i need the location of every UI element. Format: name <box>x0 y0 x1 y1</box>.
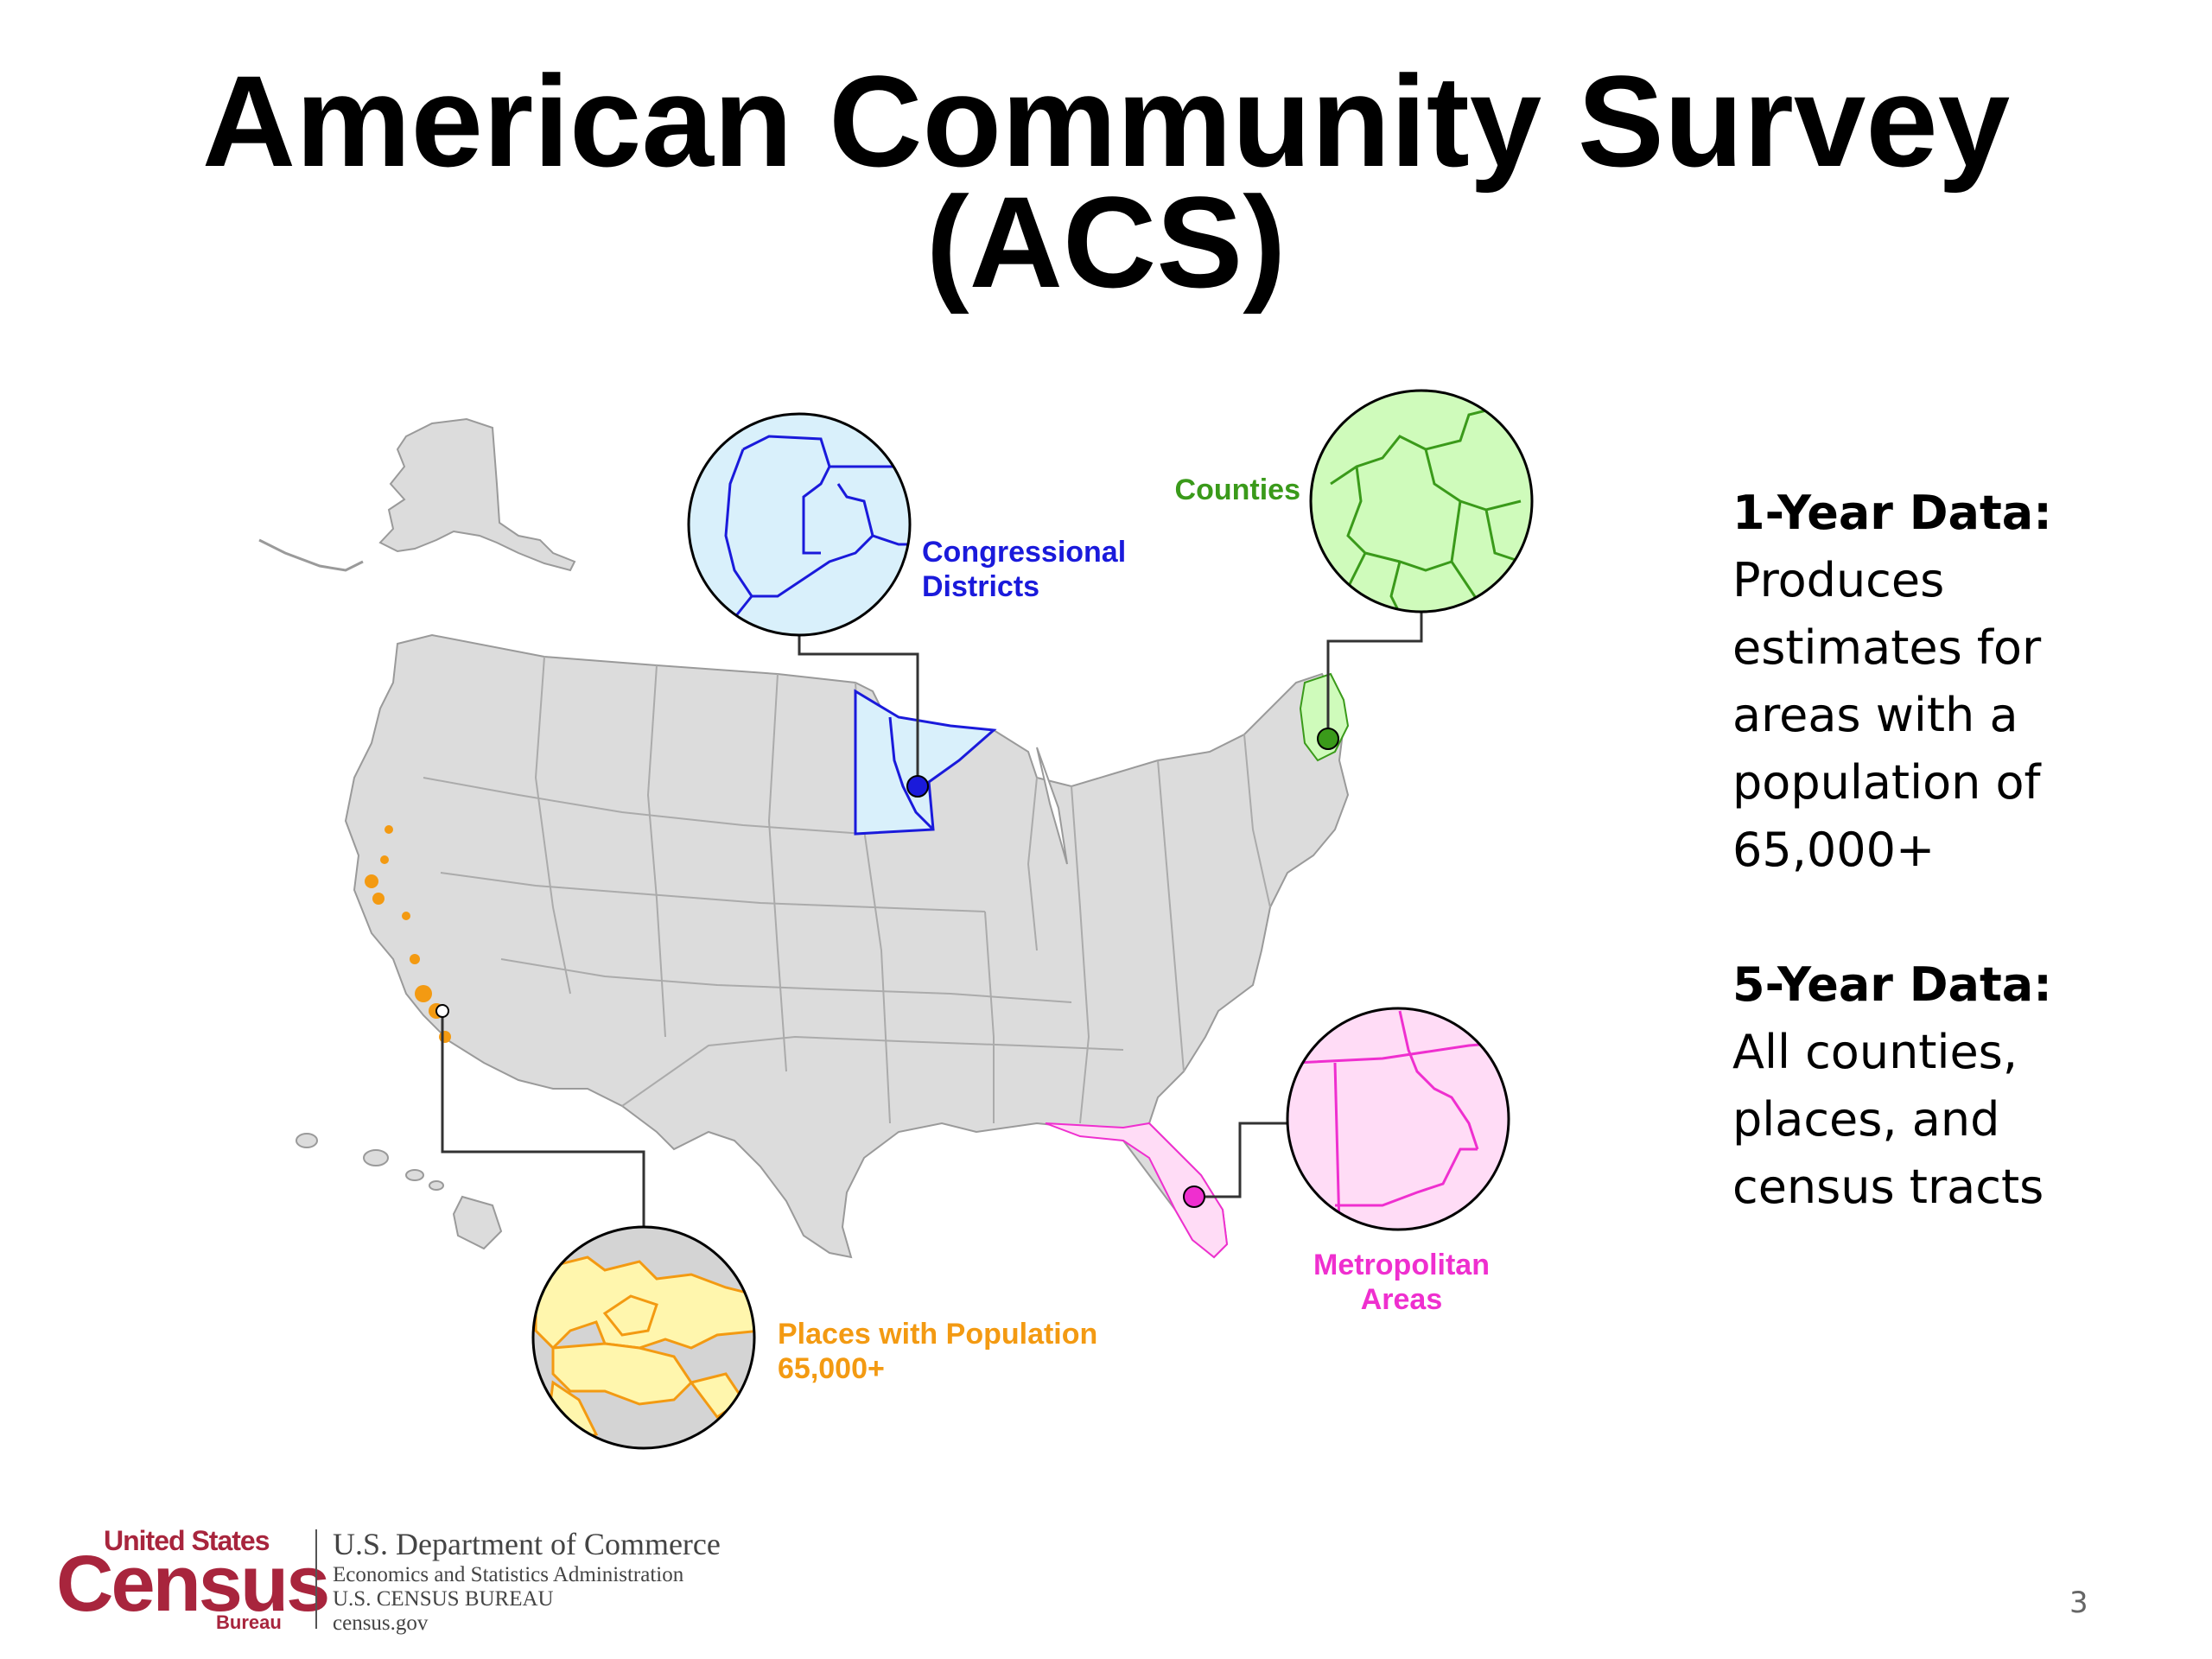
dept-line-3: U.S. CENSUS BUREAU <box>333 1587 554 1611</box>
dept-line-2: Economics and Statistics Administration <box>333 1563 684 1586</box>
five-year-line: places, and <box>1732 1092 2000 1147</box>
spacer <box>1732 884 2182 951</box>
five-year-line: census tracts <box>1732 1160 2044 1214</box>
metropolitan-areas-callout <box>1286 1007 1510 1231</box>
one-year-heading: 1-Year Data: <box>1732 486 2052 540</box>
congressional-label-line2: Districts <box>922 570 1039 603</box>
minnesota-highlight <box>854 689 997 836</box>
counties-callout <box>1309 389 1534 613</box>
five-year-line: All counties, <box>1732 1025 2018 1079</box>
dept-line-1: U.S. Department of Commerce <box>333 1527 721 1561</box>
counties-dot <box>1317 728 1339 750</box>
title-line-1: American Community Survey <box>201 48 2011 194</box>
alaska-shape <box>258 417 576 572</box>
hawaii-shape <box>296 1133 503 1250</box>
logo-divider <box>315 1529 317 1629</box>
one-year-line: estimates for <box>1732 620 2042 675</box>
five-year-heading: 5-Year Data: <box>1732 957 2052 1012</box>
one-year-line: Produces <box>1732 553 1945 607</box>
dept-line-4[interactable]: census.gov <box>333 1611 429 1635</box>
places-label-line1: Places with Population <box>778 1318 1097 1351</box>
one-year-line: 65,000+ <box>1732 823 1936 877</box>
data-description: 1-Year Data: Produces estimates for area… <box>1732 480 2182 1221</box>
page-number: 3 <box>2069 1586 2088 1620</box>
congressional-districts-callout <box>687 412 912 637</box>
metropolitan-label-line1: Metropolitan <box>1313 1249 1490 1281</box>
counties-label: Counties <box>1175 474 1300 506</box>
connector-lines <box>441 612 1423 1227</box>
metropolitan-label-line2: Areas <box>1361 1283 1443 1316</box>
title-line-2: (ACS) <box>925 169 1287 315</box>
congressional-label-line1: Congressional <box>922 536 1126 569</box>
department-info: U.S. Department of Commerce Economics an… <box>333 1525 851 1636</box>
logo-bureau: Bureau <box>216 1611 282 1633</box>
logo-census: Census <box>56 1540 330 1628</box>
logo-united-states: United States <box>104 1525 270 1556</box>
contiguous-us-shape <box>344 633 1350 1259</box>
places-label-line2: 65,000+ <box>778 1352 885 1385</box>
places-dot <box>435 1004 449 1018</box>
page-title: American Community Survey (ACS) <box>0 48 2212 315</box>
metropolitan-dot <box>1183 1185 1205 1208</box>
one-year-line: areas with a <box>1732 688 2018 742</box>
places-callout <box>531 1225 756 1450</box>
census-bureau-logo[interactable]: United States Census Bureau <box>56 1525 330 1637</box>
florida-highlight <box>1045 1122 1229 1259</box>
congressional-dot <box>906 775 929 798</box>
one-year-line: population of <box>1732 755 2041 810</box>
